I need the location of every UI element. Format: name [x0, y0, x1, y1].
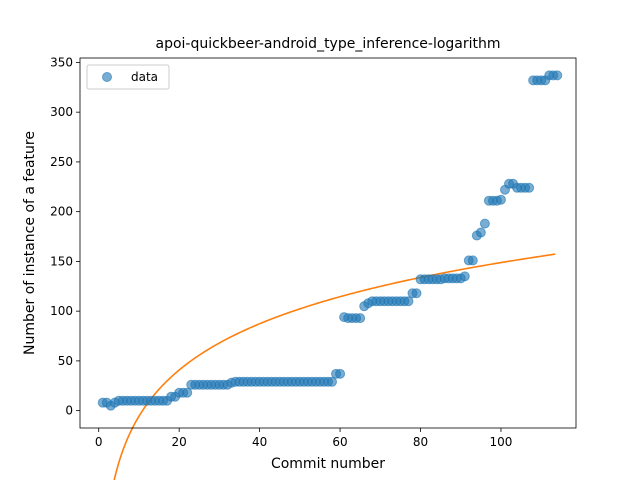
chart-title: apoi-quickbeer-android_type_inference-lo… — [155, 36, 500, 52]
legend-box — [86, 64, 170, 90]
y-tick-label: 300 — [50, 105, 73, 119]
x-tick-label: 40 — [252, 435, 267, 449]
y-tick-label: 50 — [58, 354, 73, 368]
legend-label: data — [131, 70, 158, 84]
y-tick-label: 150 — [50, 254, 73, 268]
points-layer — [97, 70, 563, 411]
data-point — [327, 376, 338, 387]
fit-line — [113, 253, 556, 480]
x-tick-label: 0 — [95, 435, 103, 449]
data-point — [524, 182, 535, 193]
data-point — [403, 296, 414, 307]
data-point — [411, 288, 422, 299]
data-point — [459, 271, 470, 282]
y-tick-label: 0 — [65, 404, 73, 418]
data-point — [552, 70, 563, 81]
data-point — [182, 387, 193, 398]
plot-background — [80, 58, 576, 428]
data-point — [495, 194, 506, 205]
y-tick-label: 100 — [50, 304, 73, 318]
x-tick-label: 20 — [172, 435, 187, 449]
y-axis-label: Number of instance of a feature — [22, 131, 38, 355]
y-tick-label: 200 — [50, 205, 73, 219]
y-tick-label: 250 — [50, 155, 73, 169]
legend: data — [86, 64, 170, 90]
y-tick-label: 350 — [50, 55, 73, 69]
x-tick-label: 60 — [332, 435, 347, 449]
x-axis-label: Commit number — [271, 456, 385, 472]
data-point — [335, 368, 346, 379]
data-point — [475, 227, 486, 238]
ticks-layer: 0 20 40 60 80 100 0 50 100 150 200 250 300 350 — [50, 55, 512, 449]
x-tick-label: 80 — [413, 435, 428, 449]
legend-marker — [102, 72, 112, 82]
x-tick-label: 100 — [490, 435, 513, 449]
fit-layer — [113, 253, 556, 480]
plot-frame — [79, 57, 577, 429]
data-point — [479, 218, 490, 229]
data-point — [467, 255, 478, 266]
data-point — [355, 313, 366, 324]
